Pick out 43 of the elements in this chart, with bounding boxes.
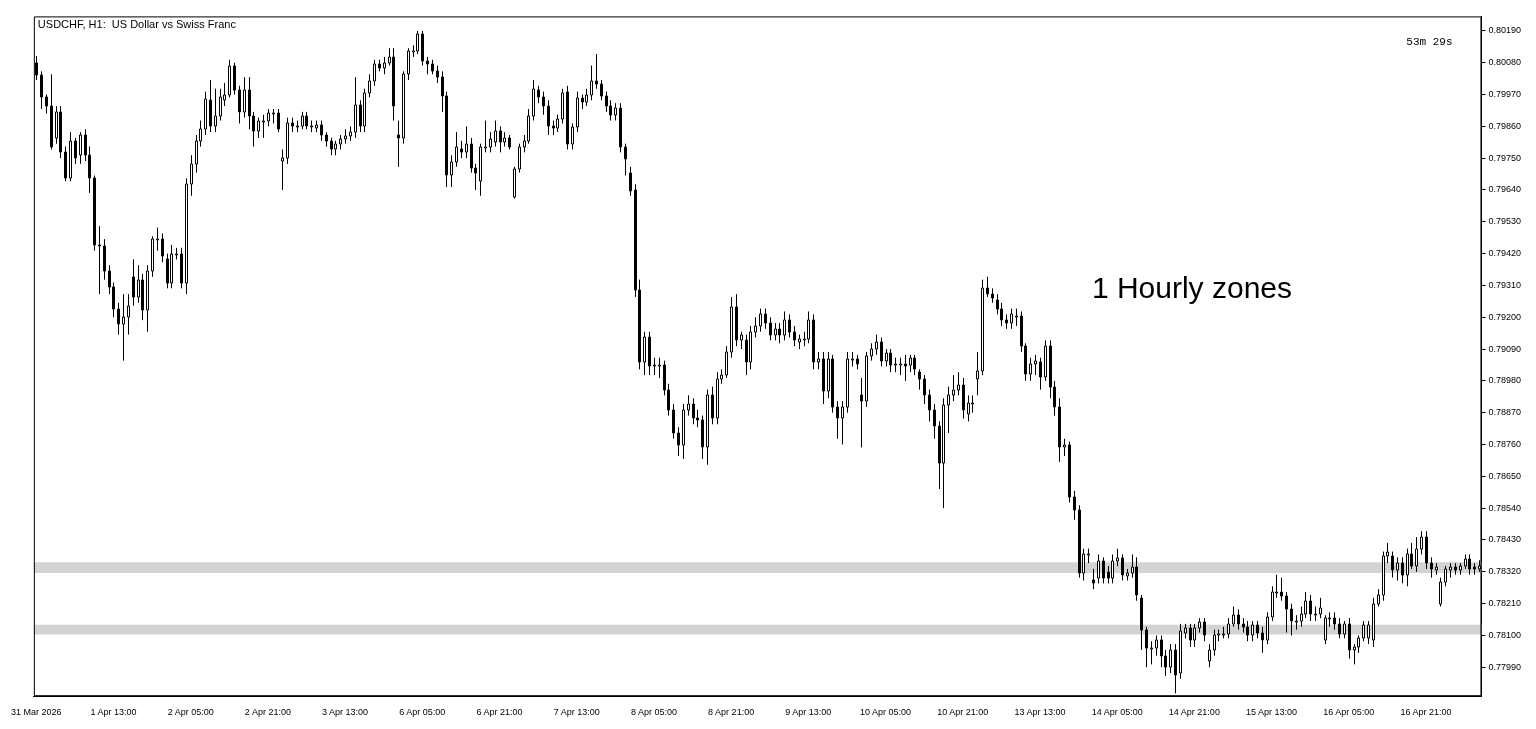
y-tick-label: 0.79310: [1488, 279, 1522, 290]
x-tick-label: 6 Apr 05:00: [399, 707, 446, 718]
y-tick-label: 0.78760: [1488, 439, 1522, 450]
y-tick-label: 0.78320: [1488, 566, 1522, 577]
y-tick-label: 0.79420: [1488, 248, 1522, 259]
y-tick-label: 0.79640: [1488, 184, 1522, 195]
y-tick-label: 0.78210: [1488, 598, 1522, 609]
x-tick-label: 7 Apr 13:00: [553, 707, 600, 718]
y-tick-label: 0.78870: [1488, 407, 1522, 418]
y-tick-label: 0.78980: [1488, 375, 1522, 386]
y-tick-label: 0.79200: [1488, 311, 1522, 322]
x-tick-label: 2 Apr 05:00: [167, 707, 214, 718]
y-tick-label: 0.78430: [1488, 534, 1522, 545]
x-tick-label: 16 Apr 21:00: [1400, 707, 1452, 718]
y-tick-label: 0.77990: [1488, 661, 1522, 672]
x-tick-label: 10 Apr 05:00: [860, 707, 912, 718]
x-tick-label: 10 Apr 21:00: [937, 707, 989, 718]
x-tick-label: 14 Apr 21:00: [1168, 707, 1220, 718]
y-tick-label: 0.79530: [1488, 216, 1522, 227]
y-tick-label: 0.80080: [1488, 57, 1522, 68]
x-tick-label: 31 Mar 2026: [10, 707, 62, 718]
annotation: 1 Hourly zones: [1091, 270, 1292, 304]
x-tick-label: 15 Apr 13:00: [1246, 707, 1298, 718]
y-tick-label: 0.79970: [1488, 88, 1522, 99]
x-tick-label: 3 Apr 13:00: [322, 707, 369, 718]
x-tick-label: 9 Apr 13:00: [785, 707, 832, 718]
y-tick-label: 0.80190: [1488, 25, 1522, 36]
y-tick-label: 0.79090: [1488, 343, 1522, 354]
x-tick-label: 8 Apr 21:00: [708, 707, 755, 718]
chart-title: USDCHF, H1: US Dollar vs Swiss Franc: [37, 17, 237, 30]
x-tick-label: 8 Apr 05:00: [630, 707, 677, 718]
y-tick-label: 0.79750: [1488, 152, 1522, 163]
x-tick-label: 14 Apr 05:00: [1091, 707, 1143, 718]
x-tick-label: 13 Apr 13:00: [1014, 707, 1066, 718]
y-tick-label: 0.78650: [1488, 470, 1522, 481]
annotation: 53m 29s: [1406, 36, 1453, 49]
x-tick-label: 16 Apr 05:00: [1323, 707, 1375, 718]
y-tick-label: 0.78540: [1488, 502, 1522, 513]
x-tick-label: 6 Apr 21:00: [476, 707, 523, 718]
x-tick-label: 1 Apr 13:00: [90, 707, 137, 718]
y-tick-label: 0.79860: [1488, 120, 1522, 131]
y-tick-label: 0.78100: [1488, 629, 1522, 640]
x-tick-label: 2 Apr 21:00: [244, 707, 291, 718]
